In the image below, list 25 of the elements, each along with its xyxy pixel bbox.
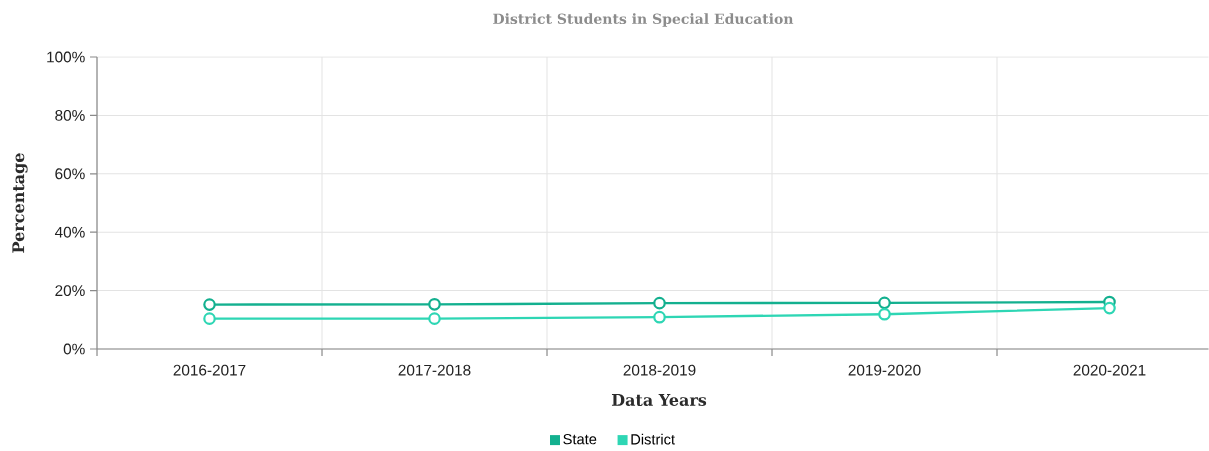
y-tick-label: 80% <box>55 109 85 121</box>
legend-label: District <box>631 433 675 445</box>
point <box>428 298 441 311</box>
y-tick-label: 60% <box>55 168 85 180</box>
x-tick-label: 2019-2020 <box>848 364 921 376</box>
chart-title: District Students in Special Education <box>493 13 794 27</box>
point <box>1103 301 1116 315</box>
point <box>428 312 441 325</box>
x-tick-label: 2020-2021 <box>1073 364 1146 376</box>
x-axis-title: Data Years <box>611 394 707 406</box>
y-tick-label: 40% <box>54 226 85 238</box>
point <box>653 296 666 310</box>
legend-label: State <box>563 434 597 445</box>
point <box>203 298 216 311</box>
x-tick-label: 2016-2017 <box>173 364 246 376</box>
y-tick-label: 20% <box>55 285 85 297</box>
y-axis-title: Percentage <box>12 153 28 253</box>
x-tick-label: 2018-2019 <box>623 364 696 376</box>
point <box>878 307 891 321</box>
y-tick-label: 0% <box>63 343 85 355</box>
point <box>878 296 891 310</box>
point <box>203 312 216 325</box>
point <box>653 310 666 324</box>
y-tick-label: 100% <box>47 51 85 63</box>
x-tick-label: 2017-2018 <box>398 364 471 376</box>
